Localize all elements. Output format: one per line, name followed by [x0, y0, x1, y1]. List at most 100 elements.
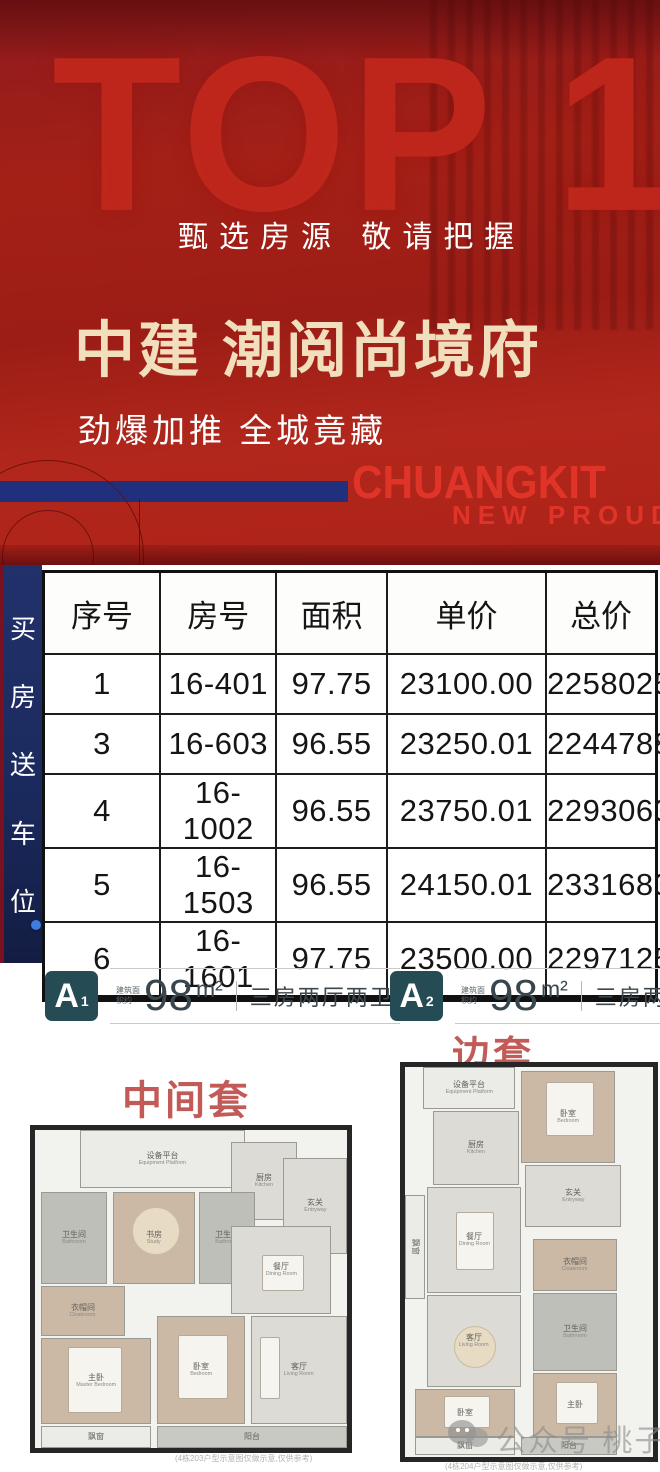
room-kitchen: 厨房 Kitchen — [433, 1111, 519, 1185]
bed — [546, 1082, 594, 1136]
deco-vertical-line — [139, 498, 140, 570]
cell-index: 1 — [42, 653, 161, 715]
room-bay-window-left: 飘窗 — [405, 1195, 425, 1299]
badge-sub: 1 — [80, 993, 89, 1009]
round-rug — [454, 1326, 496, 1368]
table-row: 3 16-603 96.55 23250.01 2244788 — [42, 713, 660, 775]
watermark-text: 公众号 桃子聊房 — [496, 1425, 660, 1458]
room-entryway: 玄关 Entryway — [525, 1165, 621, 1227]
spec-divider — [580, 981, 582, 1011]
bed — [178, 1335, 228, 1399]
wechat-icon — [448, 1420, 490, 1456]
room-bedroom: 卧室 Bedroom — [157, 1316, 245, 1424]
area-unit: m² — [540, 975, 568, 1002]
badge-letter: A — [54, 976, 79, 1015]
area-prefix-label: 建筑面积约 — [116, 986, 140, 1005]
column-header-area: 面积 — [275, 570, 388, 655]
cell-index: 4 — [42, 773, 161, 849]
room-cloakroom: 衣帽间 Cloakroom — [533, 1239, 617, 1291]
layout-description: 三房两厅两卫 — [594, 985, 660, 1010]
floor-plan-corner-unit: 设备平台 Equipment Platform 卧室 Bedroom 厨房 Ki… — [400, 1062, 658, 1462]
cell-area: 97.75 — [275, 653, 388, 715]
cell-unit-price: 24150.01 — [385, 847, 548, 923]
room-balcony: 阳台 — [521, 1437, 617, 1455]
area-value: 98 — [489, 971, 538, 1020]
spec-divider — [235, 981, 237, 1011]
dining-table — [262, 1255, 304, 1291]
hero-top-shade — [0, 0, 660, 60]
plan-label-middle-unit: 中间套 — [122, 1079, 251, 1123]
cell-index: 3 — [42, 713, 161, 775]
sofa — [260, 1337, 280, 1399]
layout-description: 三房两厅两卫 — [249, 985, 394, 1010]
side-banner-buy-house-parking: 买 房 送 车 位 — [0, 565, 42, 963]
bed — [68, 1347, 122, 1413]
plan-caption-left: (4栋203户型示意图仅做示意,仅供参考) — [175, 1454, 313, 1463]
side-banner-char: 送 — [9, 750, 36, 781]
table-row: 4 16-1002 96.55 23750.01 2293063 — [42, 773, 660, 849]
table-row: 6 16-1601 97.75 23500.00 2297125 — [42, 921, 660, 1000]
room-cloakroom: 衣帽间 Cloakroom — [41, 1286, 125, 1336]
brand-word-chuangkit: CHUANGKIT — [352, 456, 606, 508]
cell-area: 96.55 — [275, 773, 388, 849]
cell-area: 97.75 — [275, 921, 388, 1000]
cell-room: 16-1601 — [158, 921, 278, 1000]
promo-subtitle: 劲爆加推 全城竟藏 — [78, 412, 388, 449]
side-banner-char: 房 — [9, 682, 36, 713]
cell-unit-price: 23750.01 — [385, 773, 548, 849]
room-equipment-platform: 设备平台 Equipment Platform — [80, 1130, 245, 1188]
area-prefix-label: 建筑面积约 — [461, 986, 485, 1005]
room-master-bedroom: 主卧 Master Bedroom — [41, 1338, 151, 1424]
plan-caption-right: (4栋204户型示意图仅做示意,仅供参考) — [445, 1462, 583, 1471]
dining-table — [456, 1212, 494, 1270]
cell-room: 16-401 — [158, 653, 278, 715]
unit-price-table: 序号 房号 面积 单价 总价 1 16-401 97.75 23100.00 2… — [42, 570, 660, 1002]
price-table-section: 买 房 送 车 位 序号 房号 面积 单价 总价 1 16-401 97.75 … — [0, 565, 660, 1002]
cell-area: 96.55 — [275, 713, 388, 775]
project-title: 中建 潮阅尚境府 — [74, 316, 542, 384]
round-rug — [132, 1207, 180, 1255]
cell-total-price: 2258025 — [545, 653, 660, 715]
cell-area: 96.55 — [275, 847, 388, 923]
cell-unit-price: 23250.01 — [385, 713, 548, 775]
column-header-unit-price: 单价 — [385, 570, 548, 655]
side-banner-char: 位 — [9, 887, 36, 918]
room-bay-window: 飘窗 — [41, 1426, 151, 1448]
badge-letter: A — [399, 976, 424, 1015]
room-dining: 餐厅 Dining Room — [427, 1187, 521, 1293]
blue-dot-decoration — [31, 920, 41, 930]
cell-room: 16-1503 — [158, 847, 278, 923]
room-master-bedroom: 主卧 — [533, 1373, 617, 1437]
hero-banner: TOP 1 甄选房源 敬请把握 中建 潮阅尚境府 劲爆加推 全城竟藏 CHUAN… — [0, 0, 660, 570]
room-bathroom-1: 卫生间 Bathroom — [41, 1192, 107, 1284]
room-study: 书房 Study — [113, 1192, 195, 1284]
wechat-watermark: 公众号 桃子聊房 — [448, 1416, 660, 1460]
cell-index: 5 — [42, 847, 161, 923]
room-living: 客厅 Living Room — [251, 1316, 347, 1424]
room-balcony: 阳台 — [157, 1426, 347, 1448]
cell-total-price: 2244788 — [545, 713, 660, 775]
table-row: 1 16-401 97.75 23100.00 2258025 — [42, 653, 660, 715]
column-header-total-price: 总价 — [545, 570, 658, 655]
floor-plan-middle-unit: 设备平台 Equipment Platform 厨房 Kitchen 玄关 En… — [30, 1125, 352, 1453]
badge-sub: 2 — [425, 993, 434, 1009]
cell-unit-price: 23100.00 — [385, 653, 548, 715]
area-unit: m² — [195, 975, 223, 1002]
hero-tagline: 甄选房源 敬请把握 — [178, 221, 526, 254]
room-equipment-platform: 设备平台 Equipment Platform — [423, 1067, 515, 1109]
room-bedroom-bottom: 卧室 — [415, 1389, 515, 1437]
top1-headline: TOP 1 — [52, 10, 660, 257]
cell-total-price: 2297125 — [545, 921, 660, 1000]
table-header-row: 序号 房号 面积 单价 总价 — [42, 570, 658, 655]
unit-spec-a2: A2 建筑面积约 98 m² 三房两厅两卫 — [390, 968, 660, 1024]
cell-room: 16-603 — [158, 713, 278, 775]
room-living: 客厅 Living Room — [427, 1295, 521, 1387]
side-banner-char: 买 — [9, 613, 36, 644]
brand-word-new-proud: NEW PROUD — [452, 500, 660, 530]
column-header-index: 序号 — [42, 570, 161, 655]
side-banner-char: 车 — [9, 818, 36, 849]
bed — [556, 1382, 598, 1424]
column-header-room: 房号 — [158, 570, 278, 655]
